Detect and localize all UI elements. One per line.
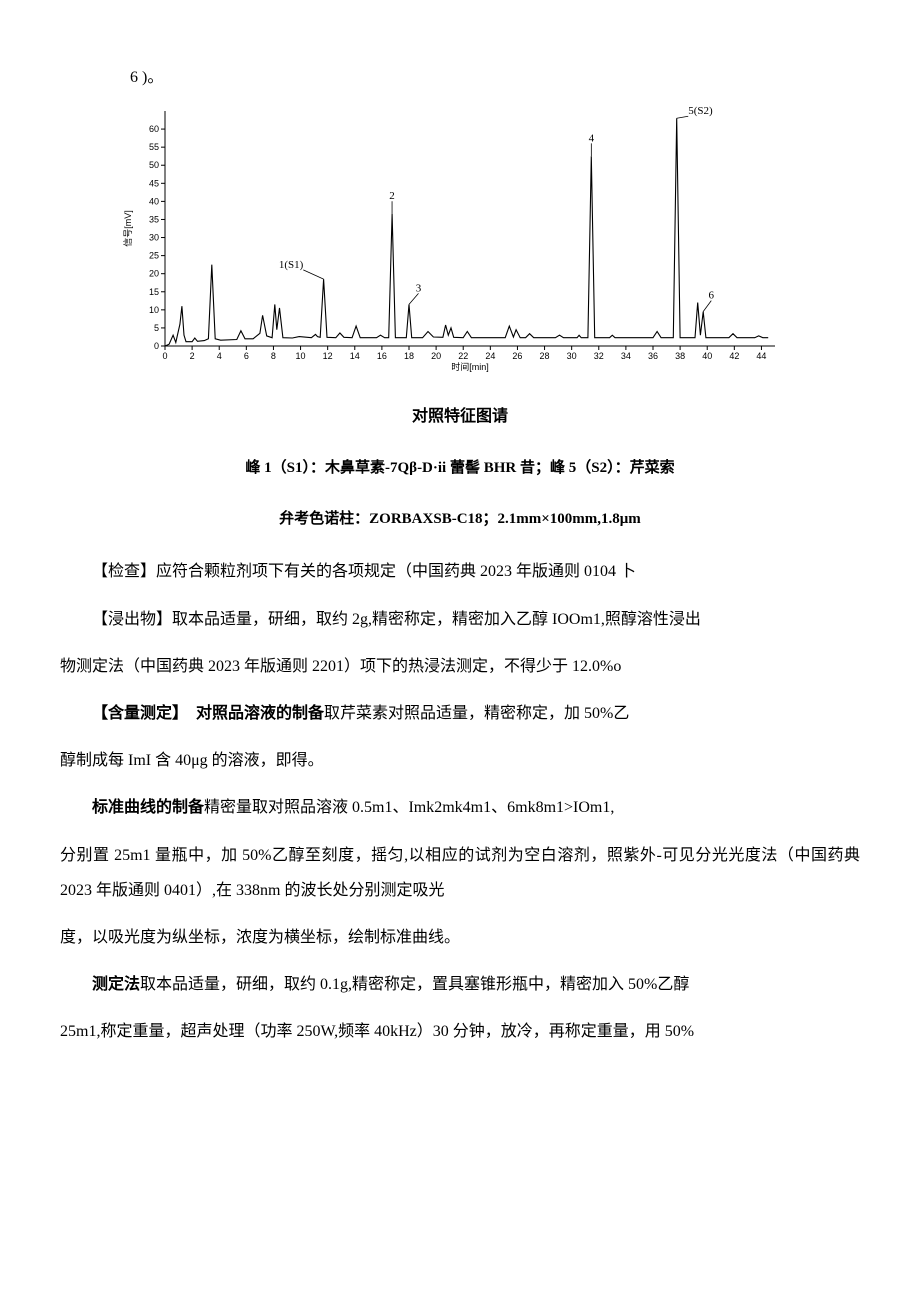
svg-text:14: 14 [350, 351, 360, 361]
paragraph-method-2: 25m1,称定重量，超声处理（功率 250W,频率 40kHz）30 分钟，放冷… [60, 1014, 860, 1049]
svg-text:0: 0 [154, 341, 159, 351]
svg-text:4: 4 [589, 133, 595, 145]
svg-text:10: 10 [296, 351, 306, 361]
svg-text:12: 12 [323, 351, 333, 361]
svg-text:1(S1): 1(S1) [279, 259, 304, 271]
svg-text:28: 28 [540, 351, 550, 361]
svg-text:15: 15 [149, 287, 159, 297]
paragraph-curve-2: 分别置 25m1 量瓶中，加 50%乙醇至刻度，摇匀,以相应的试剂为空白溶剂，照… [60, 838, 860, 908]
svg-text:25: 25 [149, 251, 159, 261]
svg-text:20: 20 [149, 269, 159, 279]
svg-text:30: 30 [567, 351, 577, 361]
figure-index: 6 )。 [130, 60, 860, 95]
svg-text:时间[min]: 时间[min] [451, 361, 489, 372]
svg-text:3: 3 [416, 283, 422, 295]
svg-text:8: 8 [271, 351, 276, 361]
paragraph-assay-1: 【含量测定】 对照品溶液的制备取芹菜素对照品适量，精密称定，加 50%乙 [60, 696, 860, 731]
caption-peak-ids: 峰 1（S1）：木鼻草素-7Qβ-D·ii 蕾髻 BHR 昔；峰 5（S2）：芹… [60, 452, 860, 485]
caption-column: 弁考色诺柱：ZORBAXSB-C18；2.1mm×100mm,1.8μm [60, 503, 860, 536]
svg-text:40: 40 [149, 197, 159, 207]
svg-text:34: 34 [621, 351, 631, 361]
svg-text:50: 50 [149, 160, 159, 170]
label-std-curve: 标准曲线的制备 [92, 799, 204, 816]
svg-text:20: 20 [431, 351, 441, 361]
paragraph-method-1: 测定法取本品适量，研细，取约 0.1g,精密称定，置具塞锥形瓶中，精密加入 50… [60, 967, 860, 1002]
svg-text:4: 4 [217, 351, 222, 361]
svg-text:26: 26 [512, 351, 522, 361]
svg-text:32: 32 [594, 351, 604, 361]
svg-text:6: 6 [709, 290, 715, 302]
label-ref-solution: 对照品溶液的制备 [196, 705, 324, 722]
svg-text:24: 24 [485, 351, 495, 361]
paragraph-assay-2: 醇制成每 ImI 含 40μg 的溶液，即得。 [60, 743, 860, 778]
svg-text:16: 16 [377, 351, 387, 361]
chromatogram-chart: 0510152025303540455055600246810121416182… [110, 101, 860, 381]
text-method: 取本品适量，研细，取约 0.1g,精密称定，置具塞锥形瓶中，精密加入 50%乙醇 [140, 976, 689, 993]
text-ref-solution: 取芹菜素对照品适量，精密称定，加 50%乙 [324, 705, 629, 722]
svg-text:40: 40 [702, 351, 712, 361]
svg-text:36: 36 [648, 351, 658, 361]
svg-text:35: 35 [149, 215, 159, 225]
paragraph-curve-3: 度，以吸光度为纵坐标，浓度为横坐标，绘制标准曲线。 [60, 920, 860, 955]
paragraph-check: 【检查】应符合颗粒剂项下有关的各项规定（中国药典 2023 年版通则 0104 … [60, 554, 860, 589]
svg-text:45: 45 [149, 178, 159, 188]
svg-text:44: 44 [756, 351, 766, 361]
paragraph-curve-1: 标准曲线的制备精密量取对照品溶液 0.5m1、Imk2mk4m1、6mk8m1>… [60, 790, 860, 825]
text-std-curve: 精密量取对照品溶液 0.5m1、Imk2mk4m1、6mk8m1>IOm1, [204, 799, 614, 816]
paragraph-extract-1: 【浸出物】取本品适量，研细，取约 2g,精密称定，精密加入乙醇 IOOm1,照醇… [60, 602, 860, 637]
svg-text:0: 0 [162, 351, 167, 361]
svg-text:6: 6 [244, 351, 249, 361]
caption-title: 对照特征图请 [60, 399, 860, 434]
label-method: 测定法 [92, 976, 140, 993]
label-assay: 【含量测定】 [92, 705, 188, 722]
svg-text:2: 2 [190, 351, 195, 361]
svg-text:信号[mV]: 信号[mV] [122, 210, 133, 247]
svg-text:5(S2): 5(S2) [688, 105, 713, 117]
paragraph-extract-2: 物测定法（中国药典 2023 年版通则 2201）项下的热浸法测定，不得少于 1… [60, 649, 860, 684]
svg-text:22: 22 [458, 351, 468, 361]
svg-text:2: 2 [389, 190, 395, 202]
svg-text:42: 42 [729, 351, 739, 361]
svg-text:5: 5 [154, 323, 159, 333]
svg-text:10: 10 [149, 305, 159, 315]
svg-text:38: 38 [675, 351, 685, 361]
svg-text:30: 30 [149, 233, 159, 243]
svg-text:60: 60 [149, 124, 159, 134]
svg-text:18: 18 [404, 351, 414, 361]
svg-text:55: 55 [149, 142, 159, 152]
